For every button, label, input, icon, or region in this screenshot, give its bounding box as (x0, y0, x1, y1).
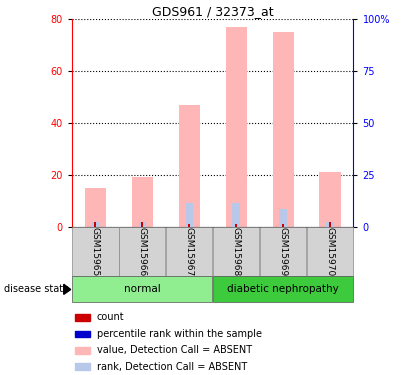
Bar (119, 227, 166, 276)
Text: disease state: disease state (4, 285, 69, 294)
Text: count: count (97, 312, 124, 322)
Bar (179, 105, 200, 227)
Bar (279, 209, 287, 227)
Bar (72, 227, 118, 276)
Text: GSM15965: GSM15965 (91, 226, 100, 276)
Bar (226, 27, 247, 227)
Title: GDS961 / 32373_at: GDS961 / 32373_at (152, 4, 273, 18)
Bar (75, 363, 90, 370)
Text: GSM15970: GSM15970 (326, 226, 335, 276)
Bar (188, 224, 190, 227)
Bar (132, 177, 153, 227)
Text: GSM15969: GSM15969 (279, 226, 288, 276)
Bar (307, 227, 353, 276)
Bar (85, 188, 106, 227)
Bar (282, 224, 284, 227)
Text: GSM15967: GSM15967 (185, 226, 194, 276)
Bar (92, 222, 99, 227)
Bar (213, 227, 259, 276)
Bar (75, 314, 90, 321)
Bar (141, 222, 143, 227)
Text: normal: normal (124, 284, 161, 294)
Text: percentile rank within the sample: percentile rank within the sample (97, 329, 261, 339)
Bar (75, 347, 90, 354)
Bar (260, 227, 306, 276)
Bar (326, 222, 334, 227)
Bar (235, 224, 237, 227)
Bar (213, 276, 353, 302)
Bar (139, 222, 146, 227)
Text: diabetic nephropathy: diabetic nephropathy (227, 284, 339, 294)
Bar (329, 222, 331, 227)
Bar (95, 222, 97, 227)
Bar (75, 331, 90, 337)
Polygon shape (64, 284, 71, 294)
Bar (185, 204, 193, 227)
Bar (166, 227, 212, 276)
Text: rank, Detection Call = ABSENT: rank, Detection Call = ABSENT (97, 362, 247, 372)
Bar (272, 32, 293, 227)
Text: GSM15966: GSM15966 (138, 226, 147, 276)
Text: GSM15968: GSM15968 (232, 226, 241, 276)
Bar (233, 204, 240, 227)
Bar (319, 172, 341, 227)
Text: value, Detection Call = ABSENT: value, Detection Call = ABSENT (97, 345, 252, 355)
Bar (72, 276, 212, 302)
